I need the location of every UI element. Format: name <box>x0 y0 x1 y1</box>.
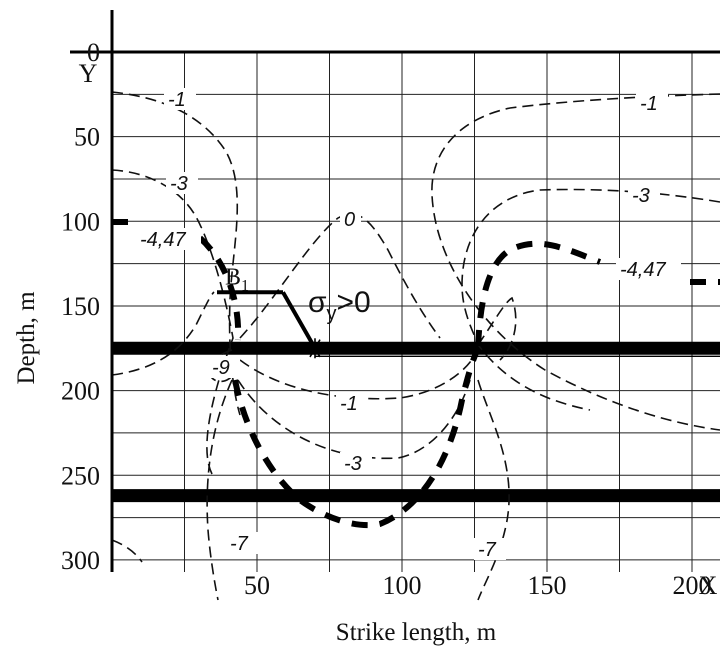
isoline--1-bottom <box>239 354 476 400</box>
isoline--4.47-right <box>475 240 602 347</box>
x-axis-title: Strike length, m <box>336 619 497 646</box>
stress-isolines <box>111 91 720 601</box>
region-annotation: σy>0 <box>308 286 371 325</box>
isoline--4.47-bottom <box>232 346 481 529</box>
isoline-label-11: -9 <box>212 357 230 379</box>
isoline-label-bg-2 <box>336 392 368 414</box>
isoline-label-2: -1 <box>340 393 358 415</box>
isoline-label-3: -3 <box>170 173 188 195</box>
isoline-label-9: -7 <box>230 533 249 555</box>
isoline-label-4: -3 <box>632 185 650 207</box>
isoline-label-bg-5 <box>340 452 372 474</box>
y-tick-200: 200 <box>61 377 100 406</box>
isoline--3-right <box>461 188 720 411</box>
isoline-label-bg-0 <box>164 88 196 110</box>
x-tick-200: 200 <box>673 571 712 600</box>
isoline-corner <box>111 539 143 563</box>
x-tick-50: 50 <box>244 571 270 600</box>
y-tick-250: 250 <box>61 461 100 490</box>
isoline--7-left <box>206 379 233 601</box>
isoline--7-right <box>477 379 510 601</box>
isoline-label-bg-7 <box>136 228 201 250</box>
x-tick-100: 100 <box>383 571 422 600</box>
isoline-label-8: -4,47 <box>620 259 666 281</box>
y-tick-300: 300 <box>61 546 100 575</box>
x-axis-name: X <box>699 571 718 600</box>
sigma-y-label: σy>0 <box>308 286 371 325</box>
y-tick-100: 100 <box>61 207 100 236</box>
isoline-label-bg-11 <box>208 356 240 378</box>
isoline--3-left <box>111 169 234 475</box>
borehole-marker-1 <box>305 338 325 359</box>
borehole-leader-1 <box>281 291 317 350</box>
y-tick-150: 150 <box>61 292 100 321</box>
isoline--3-bottom <box>237 379 471 460</box>
y-axis-title: Depth, m <box>13 291 40 385</box>
isoline-label-bg-10 <box>474 538 506 560</box>
isoline-label-5: -3 <box>344 453 362 475</box>
isoline--4.47-left <box>197 235 242 341</box>
isoline-label-bg-9 <box>226 532 258 554</box>
isoline-label-bg-8 <box>616 258 681 280</box>
isoline-label-1: -1 <box>640 93 658 115</box>
isoline-label-10: -7 <box>478 539 497 561</box>
isoline-label-6: 0 <box>344 209 355 231</box>
y-tick-50: 50 <box>74 123 100 152</box>
tick-labels: 05010015020025030050100150200250300 <box>61 38 712 600</box>
y-tick-0: 0 <box>87 38 100 67</box>
borehole-label-1: B1 <box>225 264 249 294</box>
isoline-label-bg-4 <box>628 184 660 206</box>
isoline-label-0: -1 <box>168 89 186 111</box>
isoline-label-7: -4,47 <box>140 229 186 251</box>
isoline-lobe-right <box>477 296 517 361</box>
isoline-labels: -1 -1 -1 -3 -3 -3 0 -4,47 -4,47 -7 -7 -9 <box>136 88 681 561</box>
isoline-label-bg-1 <box>636 92 668 114</box>
isoline-label-bg-6 <box>340 208 361 230</box>
x-tick-150: 150 <box>528 571 567 600</box>
axes <box>70 10 720 572</box>
boreholes: B1B2 <box>217 264 720 359</box>
isoline-label-bg-3 <box>166 172 198 194</box>
isoline--1-right <box>431 93 720 431</box>
y-axis-name: Y <box>79 59 98 88</box>
coal-seams <box>112 341 720 503</box>
